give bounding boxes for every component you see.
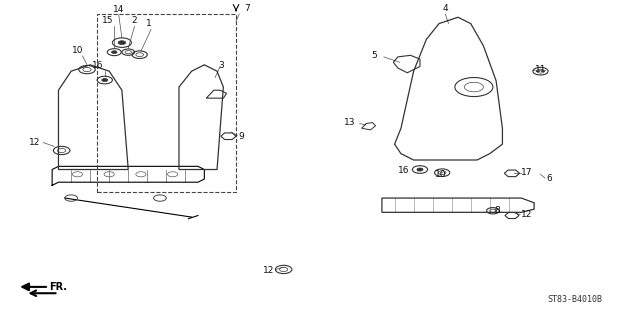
Text: 12: 12 (522, 210, 533, 220)
Text: 6: 6 (547, 173, 552, 183)
Text: 13: 13 (344, 118, 355, 127)
Text: 8: 8 (495, 206, 501, 215)
Circle shape (417, 168, 423, 171)
Text: 4: 4 (443, 4, 448, 13)
Text: 10: 10 (72, 46, 83, 55)
Text: ST83-B4010B: ST83-B4010B (548, 295, 603, 304)
Text: 7: 7 (245, 4, 250, 13)
Text: 2: 2 (131, 16, 137, 25)
Text: 11: 11 (536, 65, 547, 74)
Text: 16: 16 (92, 60, 104, 69)
Text: 10: 10 (435, 170, 447, 179)
Text: 14: 14 (113, 5, 124, 14)
Circle shape (111, 51, 117, 53)
Text: 12: 12 (29, 138, 41, 147)
Text: 16: 16 (398, 166, 410, 175)
Text: FR.: FR. (49, 282, 67, 292)
Text: 1: 1 (146, 19, 152, 28)
Bar (97, 14, 236, 192)
Text: 5: 5 (371, 52, 377, 60)
Text: 3: 3 (218, 61, 224, 70)
Circle shape (118, 41, 125, 44)
Text: 17: 17 (522, 168, 533, 177)
Circle shape (102, 78, 108, 82)
Text: 12: 12 (262, 266, 274, 275)
Text: 9: 9 (239, 132, 245, 141)
Text: 15: 15 (102, 16, 113, 25)
